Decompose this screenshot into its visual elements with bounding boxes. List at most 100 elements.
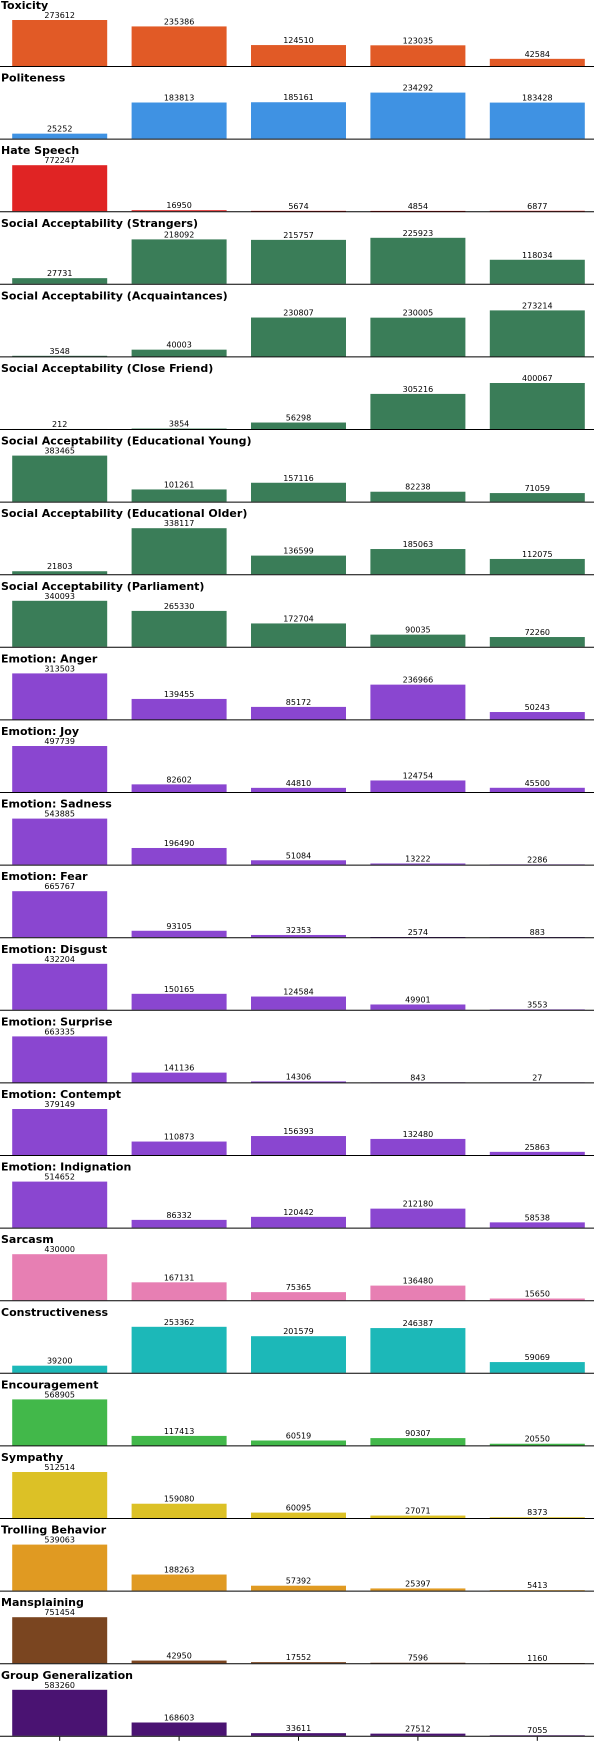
panel-6: Social Acceptability (Educational Young)… [0, 435, 594, 503]
bar [251, 787, 346, 792]
bar-value-label: 17552 [286, 1653, 311, 1662]
panel-title: Encouragement [1, 1378, 98, 1391]
bar-value-label: 2286 [527, 855, 547, 864]
bar-value-label: 124510 [283, 36, 314, 45]
panel-title: Sympathy [1, 1451, 63, 1464]
bar-value-label: 51084 [286, 851, 311, 860]
bar-value-label: 188263 [164, 1566, 195, 1575]
bar-value-label: 273612 [44, 11, 75, 20]
bar [12, 673, 108, 720]
bar [489, 787, 585, 792]
bar [12, 818, 108, 865]
bar [370, 1438, 466, 1446]
bar [370, 549, 466, 575]
bar [251, 1336, 346, 1373]
bar [12, 1617, 108, 1664]
bar [251, 239, 346, 284]
bar [131, 847, 227, 865]
bar [489, 1443, 585, 1446]
bar [489, 1151, 585, 1155]
bar-value-label: 497739 [44, 737, 75, 746]
bar [12, 1109, 108, 1155]
bar-value-label: 59069 [525, 1353, 550, 1362]
bar-value-label: 3854 [169, 420, 189, 429]
bar [489, 310, 585, 357]
bar-value-label: 42950 [166, 1652, 191, 1661]
bar-value-label: 56298 [286, 414, 311, 423]
bar [251, 102, 346, 139]
bar-value-label: 383465 [44, 447, 75, 456]
bar-value-label: 93105 [166, 922, 191, 931]
bar [131, 26, 227, 66]
bar [12, 1181, 108, 1228]
bar [370, 1515, 466, 1518]
bar-value-label: 183813 [164, 94, 195, 103]
bar-value-label: 139455 [164, 690, 195, 699]
bar [489, 58, 585, 66]
panel-title: Emotion: Sadness [1, 798, 112, 811]
bar-value-label: 25863 [525, 1143, 550, 1152]
bar-value-label: 20550 [525, 1435, 550, 1444]
bar [489, 210, 585, 212]
bar-value-label: 60095 [286, 1504, 311, 1513]
panel-title: Emotion: Anger [1, 652, 98, 665]
bar [12, 1399, 108, 1446]
bar-value-label: 132480 [403, 1130, 434, 1139]
bar-value-label: 124584 [283, 988, 314, 997]
bar-value-label: 185161 [283, 93, 314, 102]
bar-value-label: 843 [410, 1073, 425, 1082]
bar [489, 712, 585, 720]
bar-value-label: 42584 [525, 50, 550, 59]
bar [251, 555, 346, 575]
bar [489, 493, 585, 502]
bar-value-label: 58538 [525, 1213, 550, 1222]
panel-title: Emotion: Joy [1, 725, 79, 738]
panel-title: Constructiveness [1, 1306, 109, 1319]
bar-value-label: 265330 [164, 602, 195, 611]
bar [370, 634, 466, 647]
bar-value-label: 90307 [405, 1429, 430, 1438]
bar [489, 383, 585, 429]
bar-value-label: 568905 [44, 1390, 75, 1399]
bar-value-label: 49901 [405, 995, 430, 1004]
panel-title: Toxicity [1, 0, 48, 12]
bar [370, 780, 466, 792]
panel-3: Social Acceptability (Strangers) 27731 218… [0, 217, 594, 285]
bar [12, 455, 108, 502]
bar [131, 428, 227, 430]
bar [251, 45, 346, 66]
bar-value-label: 3548 [50, 347, 70, 356]
bar-value-label: 156393 [283, 1127, 314, 1136]
bar [12, 1472, 108, 1518]
bar [251, 1662, 346, 1664]
bar [12, 963, 108, 1010]
panel-1: Politeness 25252 183813 185161 234292 183428 [0, 72, 594, 140]
bar-value-label: 583260 [44, 1681, 75, 1690]
bar [251, 1216, 346, 1228]
bar-value-label: 1160 [527, 1654, 547, 1663]
bar-value-label: 27731 [47, 269, 72, 278]
bar-value-label: 86332 [166, 1211, 191, 1220]
bar [12, 571, 108, 575]
bar-value-label: 340093 [44, 592, 75, 601]
bar [489, 1517, 585, 1518]
bar [12, 165, 108, 212]
bar-value-label: 234292 [403, 84, 434, 93]
bar-value-label: 305216 [403, 385, 434, 394]
bar [131, 784, 227, 792]
bar [131, 1722, 227, 1736]
bar-value-label: 225923 [403, 229, 434, 238]
bar [370, 92, 466, 139]
bar [12, 1365, 108, 1373]
bar-value-label: 123035 [403, 36, 434, 45]
bar [12, 1036, 108, 1083]
bar [489, 1009, 585, 1011]
bar-value-label: 15650 [525, 1290, 550, 1299]
bar [370, 1004, 466, 1010]
